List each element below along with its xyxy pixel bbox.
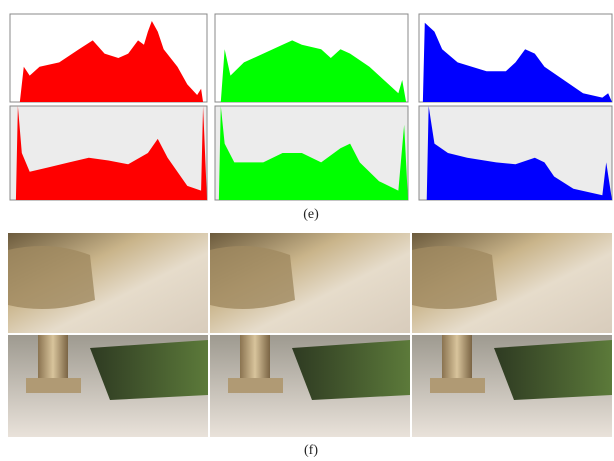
figure-canvas: (e) (f) — [0, 0, 614, 461]
figure: (e) (f) — [0, 0, 614, 461]
photo-top — [8, 233, 612, 333]
histograms — [10, 14, 612, 200]
photos — [8, 233, 612, 437]
panel-label: (f) — [304, 443, 318, 458]
photo-bottom — [8, 335, 612, 437]
panel-label: (e) — [303, 207, 319, 222]
